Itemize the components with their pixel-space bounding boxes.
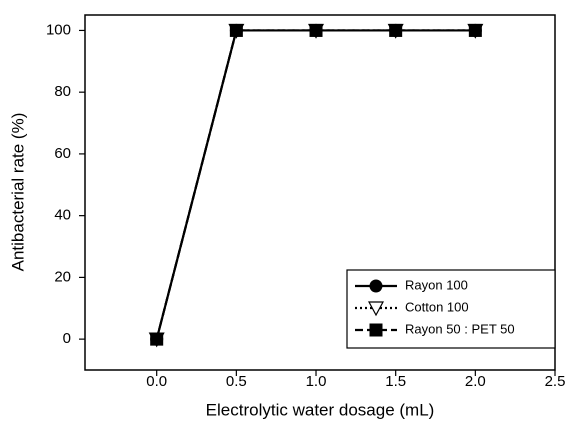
x-tick-label: 2.5 [545,373,566,390]
y-tick-label: 0 [63,330,71,347]
x-tick-label: 0.5 [226,373,247,390]
legend-marker [367,301,385,317]
y-tick-label: 100 [46,21,71,38]
x-tick-label: 1.5 [385,373,406,390]
marker [468,23,482,37]
y-tick-label: 80 [54,83,71,100]
y-tick-label: 60 [54,145,71,162]
legend-marker [369,279,383,293]
marker [150,332,164,346]
legend-marker [369,323,383,337]
x-tick-label: 2.0 [465,373,486,390]
y-axis-label: Antibacterial rate (%) [8,113,27,272]
marker [229,23,243,37]
legend-label: Rayon 100 [405,277,468,292]
legend-label: Rayon 50 : PET 50 [405,321,515,336]
legend-label: Cotton 100 [405,299,469,314]
x-axis-label: Electrolytic water dosage (mL) [206,400,435,419]
x-tick-label: 0.0 [146,373,167,390]
x-tick-label: 1.0 [306,373,327,390]
marker [309,23,323,37]
y-tick-label: 20 [54,268,71,285]
y-tick-label: 40 [54,207,71,224]
marker [389,23,403,37]
plot-frame [84,14,556,371]
